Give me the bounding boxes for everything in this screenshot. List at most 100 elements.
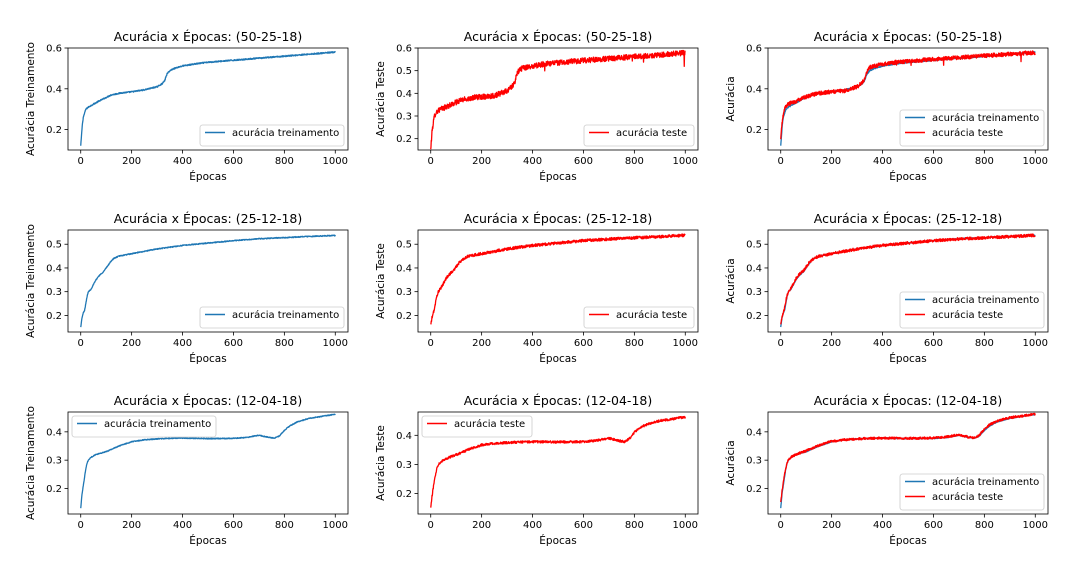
y-tick-label: 0.2 xyxy=(46,484,62,495)
x-tick-label: 1000 xyxy=(323,338,348,349)
y-tick-label: 0.2 xyxy=(396,311,412,322)
y-axis-label: Acurácia xyxy=(725,440,737,485)
plot-frame xyxy=(67,229,349,333)
x-tick-label: 800 xyxy=(975,156,994,167)
x-tick-label: 800 xyxy=(975,338,994,349)
x-axis-label: Épocas xyxy=(539,352,576,365)
y-tick-label: 0.5 xyxy=(46,240,62,251)
y-tick-label: 0.3 xyxy=(46,456,62,467)
y-tick-label: 0.3 xyxy=(396,287,412,298)
x-tick-label: 200 xyxy=(122,156,141,167)
x-tick-label: 200 xyxy=(472,338,491,349)
legend: acurácia teste xyxy=(583,306,695,329)
legend: acurácia treinamento acurácia teste xyxy=(899,291,1045,329)
y-tick-label: 0.4 xyxy=(746,427,762,438)
y-tick-label: 0.2 xyxy=(46,125,62,136)
legend-label: acurácia treinamento xyxy=(932,112,1039,124)
y-tick-label: 0.3 xyxy=(396,112,412,123)
legend-box xyxy=(199,124,345,147)
y-tick-label: 0.2 xyxy=(746,125,762,136)
subplot-6: Acurácia x Épocas: (25-12-18) 0 200 400 600 8… xyxy=(725,211,1049,365)
plot-frame xyxy=(767,229,1049,333)
x-tick-label: 600 xyxy=(574,520,593,531)
chart-title: Acurácia x Épocas: (50-25-18) xyxy=(114,29,302,44)
x-tick-label: 800 xyxy=(275,520,294,531)
plot-frame xyxy=(67,411,349,515)
x-tick-label: 0 xyxy=(778,156,784,167)
subplot-1: Acurácia x Épocas: (50-25-18) 0 200 400 600 8… xyxy=(25,29,349,183)
x-tick-label: 0 xyxy=(428,520,434,531)
x-tick-label: 400 xyxy=(523,338,542,349)
x-axis-label: Épocas xyxy=(539,170,576,183)
x-tick-label: 1000 xyxy=(673,520,698,531)
chart-title: Acurácia x Épocas: (25-12-18) xyxy=(464,211,652,226)
y-tick-label: 0.5 xyxy=(396,240,412,251)
x-tick-label: 800 xyxy=(625,156,644,167)
legend: acurácia treinamento xyxy=(199,124,345,147)
y-tick-label: 0.2 xyxy=(46,311,62,322)
chart-title: Acurácia x Épocas: (12-04-18) xyxy=(464,393,652,408)
subplot-5: Acurácia x Épocas: (25-12-18) 0 200 400 600 8… xyxy=(375,211,699,365)
legend: acurácia teste xyxy=(583,124,695,147)
x-tick-label: 1000 xyxy=(1023,338,1048,349)
y-tick-label: 0.3 xyxy=(46,287,62,298)
x-tick-label: 600 xyxy=(224,520,243,531)
series-line-a xyxy=(430,233,686,325)
x-axis-label: Épocas xyxy=(189,170,226,183)
x-tick-label: 600 xyxy=(224,338,243,349)
x-tick-label: 1000 xyxy=(673,156,698,167)
y-tick-label: 0.3 xyxy=(396,460,412,471)
y-tick-label: 0.4 xyxy=(746,84,762,95)
y-tick-label: 0.3 xyxy=(746,456,762,467)
x-axis-label: Épocas xyxy=(889,352,926,365)
legend-label: acurácia teste xyxy=(932,127,1003,139)
chart-title: Acurácia x Épocas: (25-12-18) xyxy=(114,211,302,226)
legend-label: acurácia treinamento xyxy=(104,418,211,430)
x-tick-label: 1000 xyxy=(1023,156,1048,167)
plot-frame xyxy=(417,229,699,333)
y-axis-label: Acurácia xyxy=(725,258,737,303)
legend-label: acurácia teste xyxy=(454,418,525,430)
x-tick-label: 800 xyxy=(625,520,644,531)
x-tick-label: 200 xyxy=(822,338,841,349)
y-axis-label: Acurácia Treinamento xyxy=(25,42,37,156)
x-tick-label: 600 xyxy=(924,520,943,531)
legend-box xyxy=(899,473,1045,511)
x-tick-label: 1000 xyxy=(323,520,348,531)
y-tick-label: 0.6 xyxy=(396,44,412,55)
legend-box xyxy=(421,415,533,438)
x-tick-label: 1000 xyxy=(1023,520,1048,531)
x-tick-label: 600 xyxy=(924,156,943,167)
chart-title: Acurácia x Épocas: (25-12-18) xyxy=(814,211,1002,226)
x-tick-label: 0 xyxy=(78,156,84,167)
x-tick-label: 0 xyxy=(428,338,434,349)
series-line-a xyxy=(430,415,686,508)
legend-label: acurácia treinamento xyxy=(232,127,339,139)
legend: acurácia teste xyxy=(421,415,533,438)
x-axis-label: Épocas xyxy=(889,534,926,547)
y-tick-label: 0.4 xyxy=(46,427,62,438)
legend-box xyxy=(583,306,695,329)
subplot-7: Acurácia x Épocas: (12-04-18) 0 200 400 600 8… xyxy=(25,393,349,547)
y-axis-label: Acurácia Teste xyxy=(375,425,387,501)
x-tick-label: 200 xyxy=(822,156,841,167)
y-tick-label: 0.4 xyxy=(46,263,62,274)
y-tick-label: 0.5 xyxy=(396,66,412,77)
x-tick-label: 400 xyxy=(873,520,892,531)
x-tick-label: 200 xyxy=(822,520,841,531)
y-tick-label: 0.3 xyxy=(746,287,762,298)
legend-box xyxy=(583,124,695,147)
x-tick-label: 200 xyxy=(122,520,141,531)
chart-title: Acurácia x Épocas: (12-04-18) xyxy=(114,393,302,408)
y-tick-label: 0.6 xyxy=(746,44,762,55)
x-tick-label: 0 xyxy=(778,520,784,531)
x-tick-label: 200 xyxy=(472,156,491,167)
legend-box xyxy=(899,109,1045,147)
legend-box xyxy=(899,291,1045,329)
subplot-9: Acurácia x Épocas: (12-04-18) 0 200 400 600 8… xyxy=(725,393,1049,547)
x-tick-label: 1000 xyxy=(323,156,348,167)
y-tick-label: 0.4 xyxy=(396,263,412,274)
chart-title: Acurácia x Épocas: (50-25-18) xyxy=(464,29,652,44)
legend: acurácia treinamento acurácia teste xyxy=(899,473,1045,511)
